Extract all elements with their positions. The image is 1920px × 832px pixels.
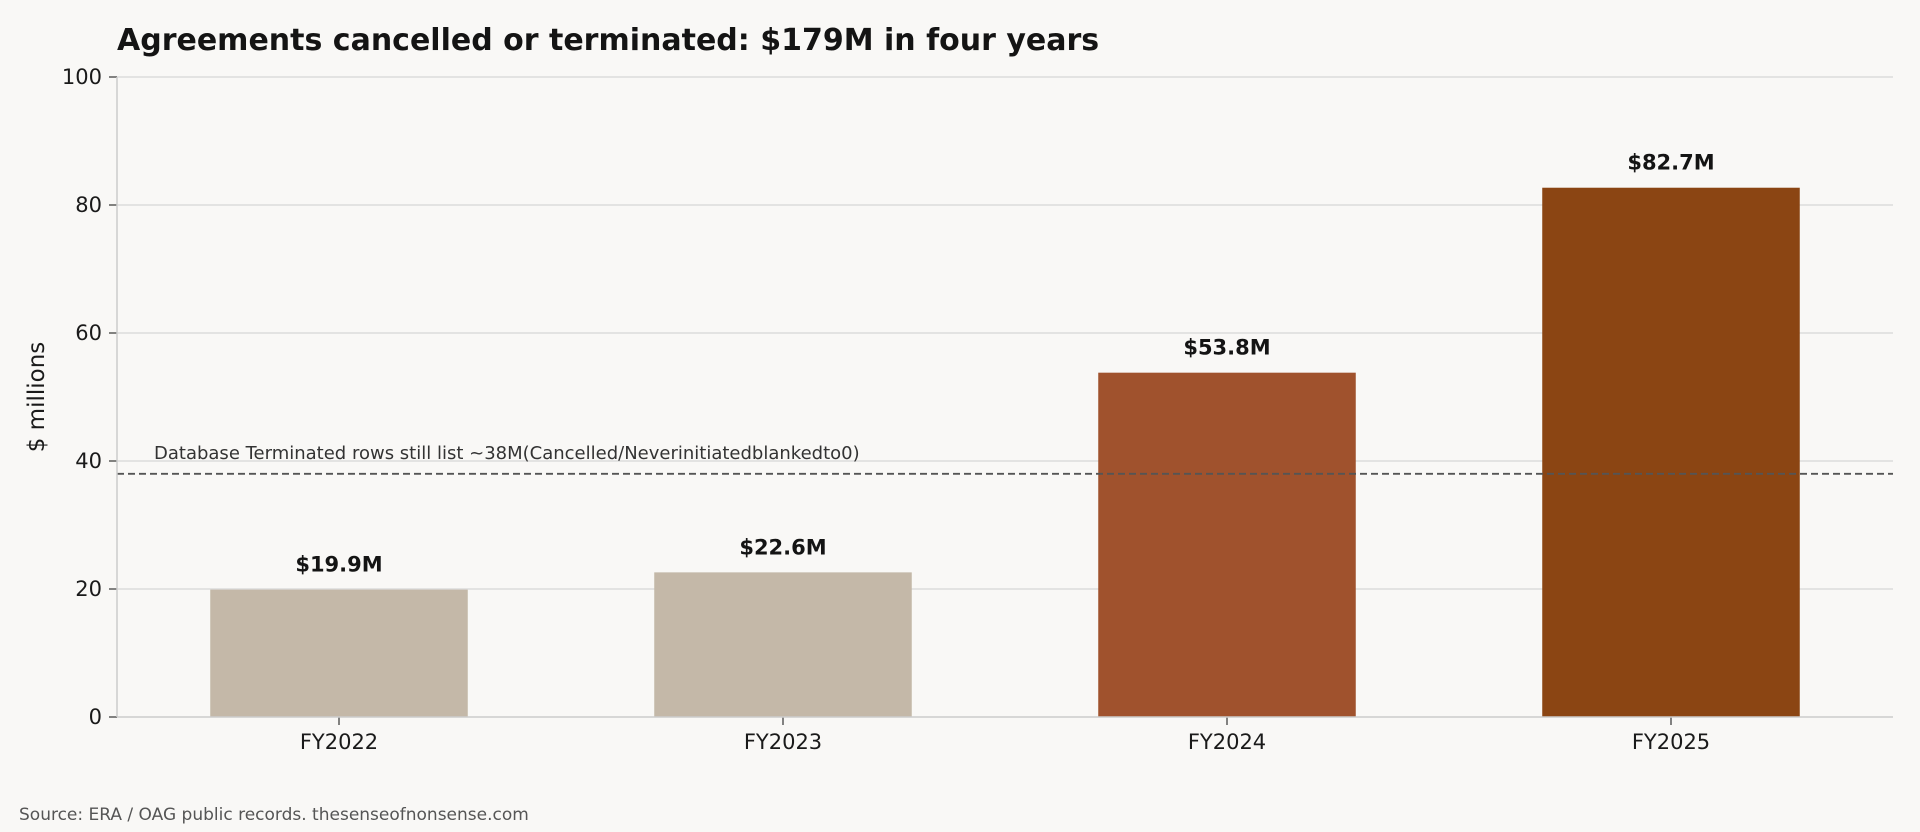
y-axis-label: $ millions — [24, 342, 50, 453]
bars — [210, 187, 1800, 718]
x-tick-label: FY2024 — [1188, 730, 1266, 754]
bar-value-label: $22.6M — [739, 535, 826, 559]
bar — [210, 589, 468, 717]
source-note: Source: ERA / OAG public records. thesen… — [19, 805, 529, 825]
axes — [109, 76, 1893, 725]
bar — [1542, 187, 1800, 718]
x-tick-label: FY2025 — [1632, 730, 1710, 754]
y-tick-label: 80 — [75, 193, 102, 217]
bar — [654, 572, 912, 717]
chart-title: Agreements cancelled or terminated: $179… — [117, 23, 1099, 58]
y-tick-label: 60 — [75, 321, 102, 345]
bar-value-label: $53.8M — [1183, 336, 1270, 360]
bar-value-label: $82.7M — [1627, 151, 1714, 175]
bar-value-label: $19.9M — [295, 553, 382, 577]
y-tick-label: 40 — [75, 449, 102, 473]
bar — [1098, 372, 1356, 717]
y-tick-label: 100 — [62, 65, 102, 89]
labels: 0 20 40 60 80 100 $19.9M FY2022 $22.6M FY2023 $53.… — [62, 65, 1715, 754]
x-tick-label: FY2022 — [300, 730, 378, 754]
y-tick-label: 20 — [75, 577, 102, 601]
x-tick-label: FY2023 — [744, 730, 822, 754]
reference-line-group: Database Terminated rows still list ~38M… — [117, 443, 1893, 475]
y-tick-label: 0 — [89, 705, 102, 729]
reference-line-label: Database Terminated rows still list ~38M… — [154, 443, 860, 464]
